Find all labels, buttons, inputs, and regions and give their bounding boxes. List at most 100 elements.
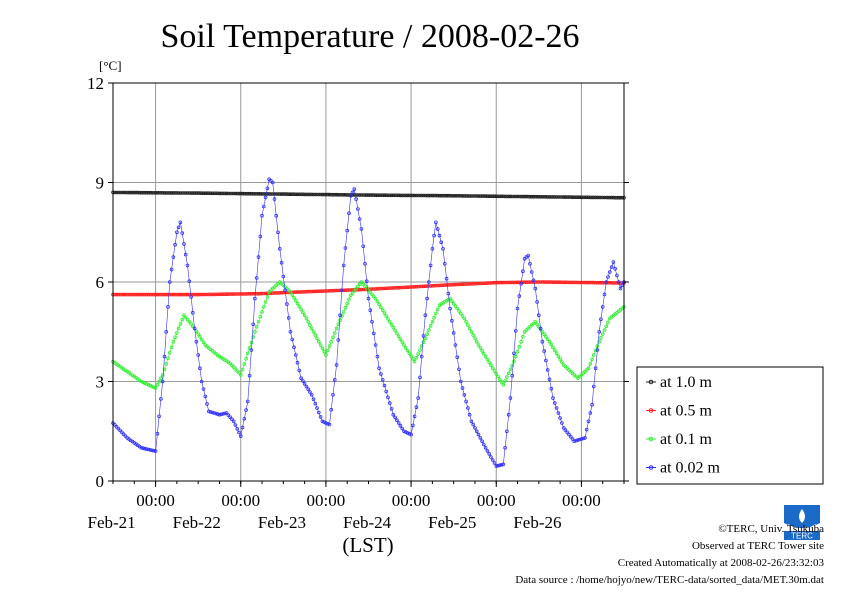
data-point xyxy=(515,349,520,354)
data-point xyxy=(487,360,492,365)
data-point xyxy=(340,314,344,318)
data-point xyxy=(121,432,126,437)
data-point xyxy=(363,284,367,288)
data-point xyxy=(591,353,596,357)
data-point xyxy=(492,461,497,465)
data-point xyxy=(508,367,513,372)
data-point xyxy=(549,342,554,347)
data-point xyxy=(418,348,422,352)
data-point xyxy=(171,339,176,344)
data-point xyxy=(373,296,378,301)
data-point xyxy=(551,345,555,350)
data-point xyxy=(311,397,316,402)
data-point xyxy=(519,339,523,344)
data-point xyxy=(359,280,364,284)
data-point xyxy=(563,428,568,432)
data-point xyxy=(490,366,495,371)
data-point xyxy=(325,421,330,426)
data-point xyxy=(393,415,397,420)
data-point xyxy=(437,233,442,238)
data-point xyxy=(593,348,598,353)
data-point xyxy=(478,346,483,350)
data-point xyxy=(242,362,247,366)
data-point xyxy=(469,329,474,334)
x-tick-date-label: Feb-26 xyxy=(513,513,561,532)
data-point xyxy=(361,282,366,286)
data-point xyxy=(146,382,151,387)
data-point xyxy=(476,343,481,347)
data-point xyxy=(411,356,415,361)
data-point xyxy=(542,332,546,337)
data-point xyxy=(290,337,295,342)
legend-swatch-marker xyxy=(648,465,654,470)
data-point xyxy=(521,334,525,339)
data-point xyxy=(474,339,479,344)
data-point xyxy=(308,390,312,394)
data-point xyxy=(357,282,362,287)
data-point xyxy=(402,343,406,347)
x-tick-date-label: Feb-25 xyxy=(428,513,476,532)
data-point xyxy=(212,411,216,415)
data-point xyxy=(616,280,621,284)
data-point xyxy=(251,335,256,339)
data-point xyxy=(146,447,151,452)
data-point xyxy=(290,293,295,297)
data-point xyxy=(325,348,330,353)
data-point xyxy=(435,307,440,312)
data-point xyxy=(231,365,236,369)
series-line xyxy=(112,192,625,199)
data-point xyxy=(152,385,156,390)
logo-text: TERC xyxy=(791,532,813,541)
data-point xyxy=(315,336,319,341)
data-point xyxy=(483,445,488,450)
legend-box xyxy=(636,366,824,485)
data-point xyxy=(513,354,518,359)
data-point xyxy=(457,309,461,313)
data-point xyxy=(379,372,383,376)
x-tick-time-label: 00:00 xyxy=(477,491,516,510)
data-point xyxy=(183,315,188,320)
data-point xyxy=(160,373,165,377)
data-point xyxy=(254,324,259,329)
data-point xyxy=(412,359,417,364)
data-point xyxy=(150,448,154,453)
data-point xyxy=(324,421,328,425)
data-point xyxy=(239,373,243,377)
data-point xyxy=(235,369,240,373)
created-text: Created Automatically at 2008-02-26/23:3… xyxy=(617,557,824,569)
data-point xyxy=(426,328,431,332)
data-point xyxy=(506,371,511,376)
data-point xyxy=(143,446,147,451)
data-point xyxy=(302,381,307,386)
x-tick-date-label: Feb-24 xyxy=(343,513,392,532)
data-point xyxy=(597,339,601,344)
data-point xyxy=(123,434,128,438)
data-point xyxy=(469,419,474,424)
legend: at 1.0 m at 0.5 m at 0.1 m at 0.02 m xyxy=(636,366,824,485)
data-point xyxy=(208,410,213,414)
data-point xyxy=(386,395,390,400)
data-point xyxy=(489,455,493,459)
data-point xyxy=(391,412,396,417)
data-point xyxy=(533,319,538,324)
data-point xyxy=(215,412,220,416)
data-point xyxy=(316,339,321,344)
data-point xyxy=(558,416,562,420)
data-point xyxy=(570,437,575,441)
data-point xyxy=(155,382,160,387)
data-point xyxy=(464,399,468,404)
x-tick-date-label: Feb-23 xyxy=(258,513,306,532)
data-point xyxy=(176,225,181,230)
series-line xyxy=(112,178,625,467)
data-point xyxy=(233,367,238,371)
data-point xyxy=(198,334,202,339)
data-point xyxy=(450,299,454,303)
series-at-0-02-m xyxy=(111,177,626,468)
data-point xyxy=(494,371,499,376)
x-tick-date-label: Feb-21 xyxy=(87,513,135,532)
data-point xyxy=(496,374,500,379)
data-point xyxy=(297,304,302,309)
data-point xyxy=(545,337,550,342)
data-point xyxy=(214,411,218,416)
